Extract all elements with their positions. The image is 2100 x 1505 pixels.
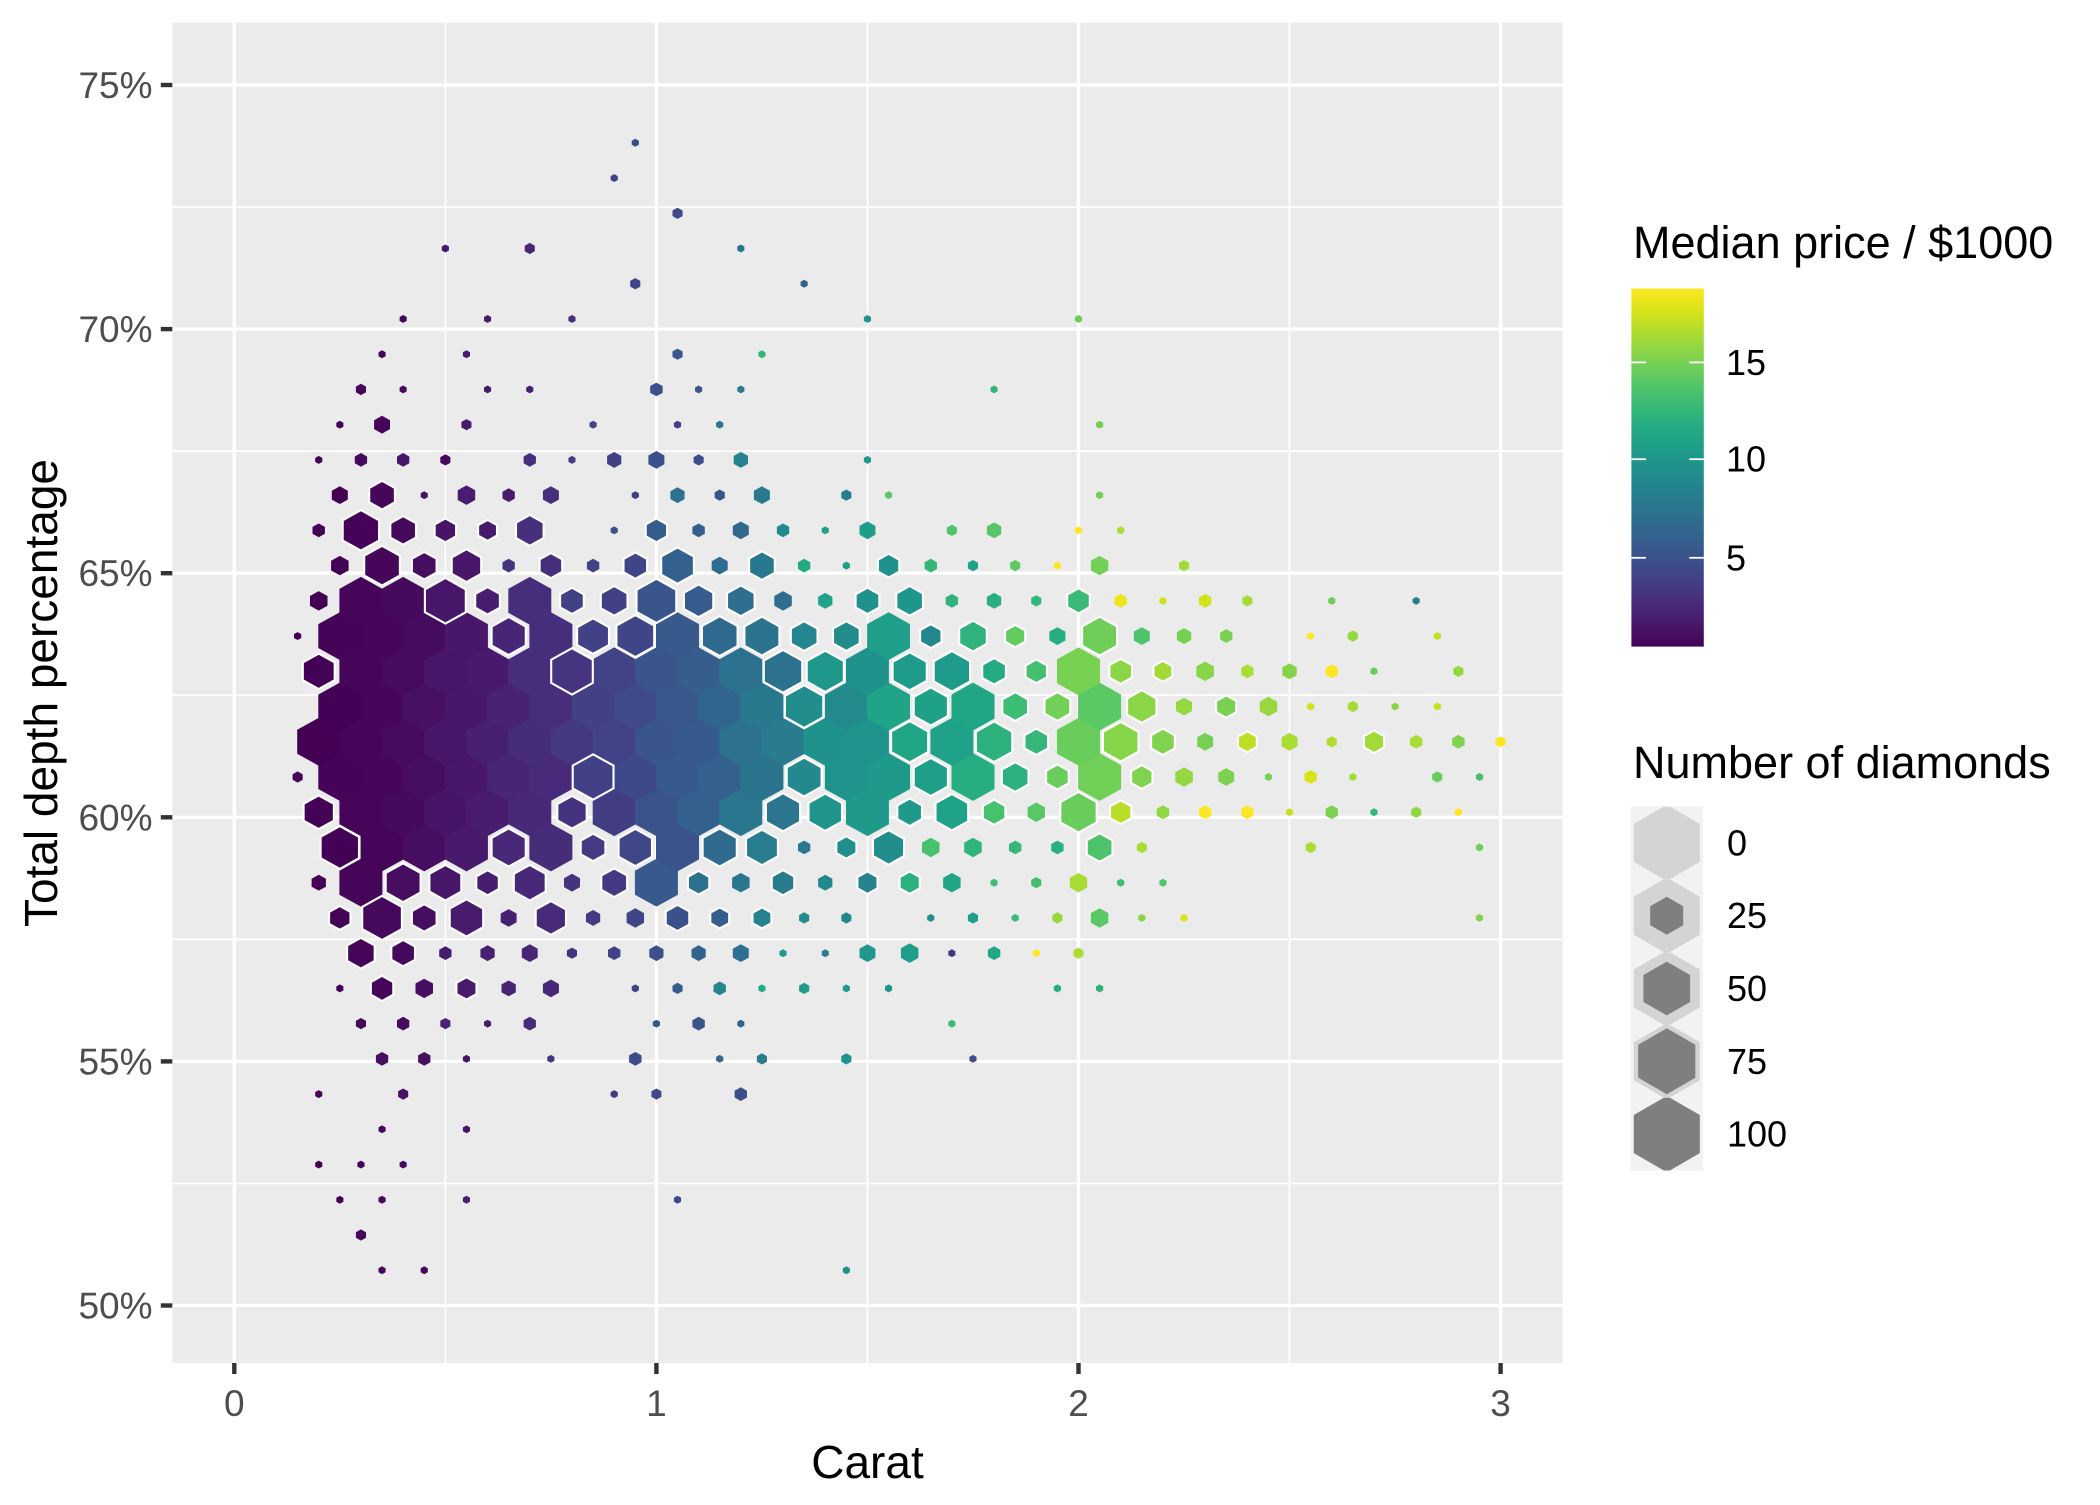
svg-text:75%: 75% xyxy=(78,65,152,106)
svg-text:50%: 50% xyxy=(78,1286,152,1327)
svg-text:5: 5 xyxy=(1726,537,1746,578)
svg-text:Total depth percentage: Total depth percentage xyxy=(15,459,67,927)
svg-text:70%: 70% xyxy=(78,309,152,350)
svg-text:3: 3 xyxy=(1490,1383,1511,1424)
svg-text:75: 75 xyxy=(1727,1041,1767,1082)
svg-text:55%: 55% xyxy=(78,1041,152,1082)
svg-text:65%: 65% xyxy=(78,553,152,594)
svg-text:100: 100 xyxy=(1727,1114,1787,1155)
svg-text:50: 50 xyxy=(1727,968,1767,1009)
svg-text:Median price / $1000: Median price / $1000 xyxy=(1633,217,2053,268)
svg-text:Number of diamonds: Number of diamonds xyxy=(1633,737,2051,788)
svg-text:2: 2 xyxy=(1068,1383,1089,1424)
svg-text:60%: 60% xyxy=(78,797,152,838)
svg-text:15: 15 xyxy=(1726,342,1766,383)
svg-text:1: 1 xyxy=(646,1383,667,1424)
svg-text:Carat: Carat xyxy=(811,1436,924,1488)
svg-text:25: 25 xyxy=(1727,895,1767,936)
svg-text:0: 0 xyxy=(1727,822,1747,863)
svg-text:0: 0 xyxy=(224,1383,245,1424)
svg-text:10: 10 xyxy=(1726,439,1766,480)
